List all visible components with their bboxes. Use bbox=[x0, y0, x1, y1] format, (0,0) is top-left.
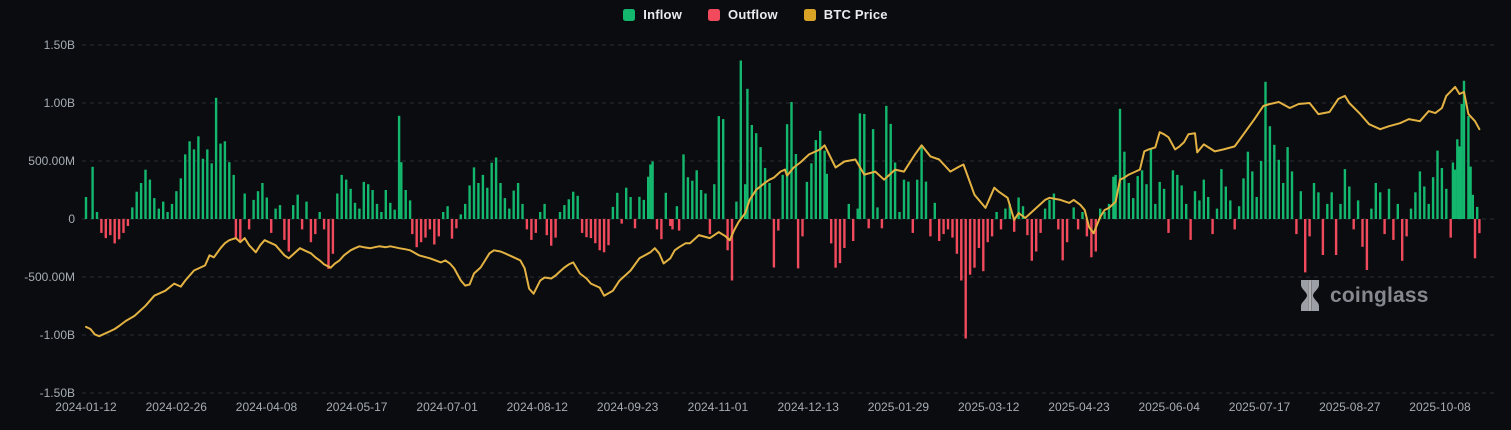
svg-text:1.50B: 1.50B bbox=[44, 38, 75, 52]
svg-text:2025-08-27: 2025-08-27 bbox=[1319, 400, 1381, 414]
gridlines bbox=[82, 44, 1496, 394]
legend-label-inflow: Inflow bbox=[643, 7, 683, 22]
svg-text:2025-10-08: 2025-10-08 bbox=[1409, 400, 1471, 414]
svg-text:2024-12-13: 2024-12-13 bbox=[778, 400, 840, 414]
svg-text:2024-09-23: 2024-09-23 bbox=[597, 400, 659, 414]
svg-text:-500.00M: -500.00M bbox=[24, 270, 75, 284]
y-axis-labels: 1.50B 1.00B 500.00M 0 -500.00M -1.00B -1.50B bbox=[24, 38, 75, 400]
svg-text:2025-01-29: 2025-01-29 bbox=[868, 400, 930, 414]
coinglass-watermark: coinglass bbox=[1297, 279, 1429, 312]
svg-text:2025-03-12: 2025-03-12 bbox=[958, 400, 1020, 414]
svg-text:-1.00B: -1.00B bbox=[40, 328, 75, 342]
svg-text:2024-07-01: 2024-07-01 bbox=[416, 400, 478, 414]
svg-text:2025-07-17: 2025-07-17 bbox=[1229, 400, 1291, 414]
watermark-text: coinglass bbox=[1330, 283, 1429, 307]
legend-label-outflow: Outflow bbox=[728, 7, 778, 22]
svg-text:1.00B: 1.00B bbox=[44, 96, 75, 110]
outflow-swatch-icon bbox=[708, 8, 721, 21]
svg-text:2024-05-17: 2024-05-17 bbox=[326, 400, 388, 414]
x-axis-labels: 2024-01-12 2024-02-26 2024-04-08 2024-05-17… bbox=[55, 400, 1471, 414]
svg-text:2024-04-08: 2024-04-08 bbox=[236, 400, 298, 414]
inflow-bars bbox=[84, 60, 1479, 219]
coinglass-hourglass-icon bbox=[1301, 280, 1319, 311]
svg-text:0: 0 bbox=[68, 212, 75, 226]
svg-text:2024-08-12: 2024-08-12 bbox=[507, 400, 569, 414]
svg-text:2024-01-12: 2024-01-12 bbox=[55, 400, 117, 414]
svg-text:2024-11-01: 2024-11-01 bbox=[688, 400, 749, 414]
svg-text:2025-06-04: 2025-06-04 bbox=[1139, 400, 1201, 414]
legend-item-outflow[interactable]: Outflow bbox=[708, 7, 778, 22]
outflow-bars bbox=[100, 219, 1481, 339]
legend-label-btc-price: BTC Price bbox=[823, 7, 888, 22]
chart-legend: Inflow Outflow BTC Price bbox=[0, 7, 1511, 22]
btc-price-line bbox=[85, 85, 1481, 338]
svg-text:500.00M: 500.00M bbox=[28, 154, 75, 168]
svg-text:2024-02-26: 2024-02-26 bbox=[146, 400, 208, 414]
svg-text:2025-04-23: 2025-04-23 bbox=[1048, 400, 1110, 414]
btc-price-swatch-icon bbox=[803, 8, 816, 21]
legend-item-btc-price[interactable]: BTC Price bbox=[803, 7, 888, 22]
legend-item-inflow[interactable]: Inflow bbox=[623, 7, 682, 22]
svg-text:-1.50B: -1.50B bbox=[40, 386, 75, 400]
inflow-swatch-icon bbox=[623, 8, 636, 21]
